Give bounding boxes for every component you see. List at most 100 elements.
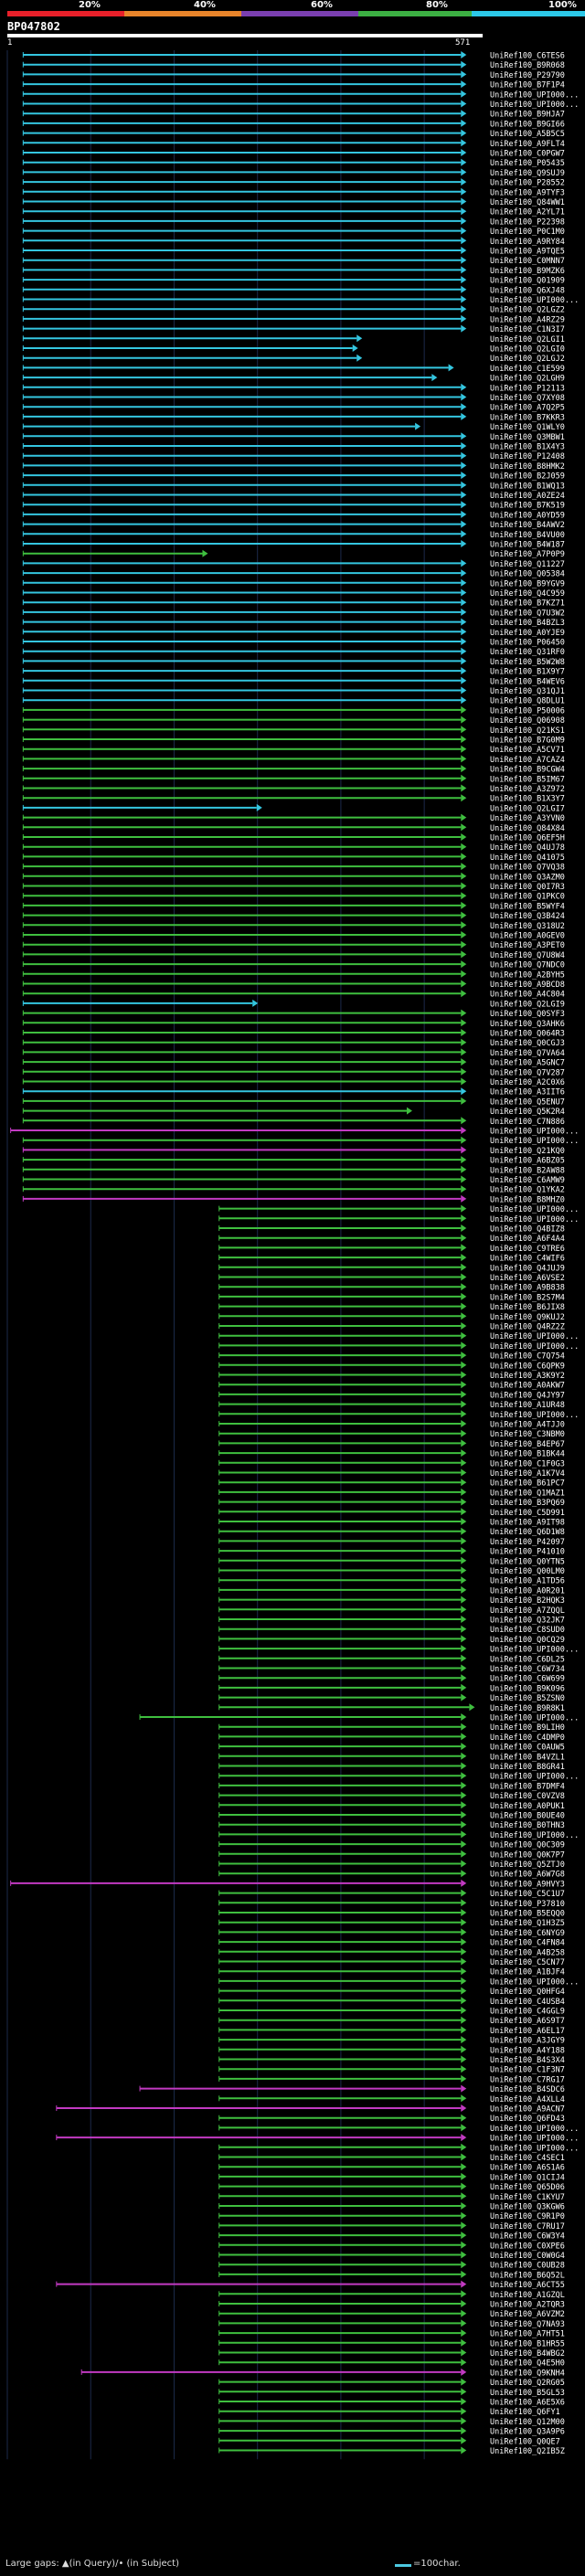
hit-label[interactable]: UniRef100_A0R201 [490, 1586, 565, 1595]
hit-label[interactable]: UniRef100_UPI000... [490, 2135, 579, 2144]
hit-label[interactable]: UniRef100_B8MHZ0 [490, 1195, 565, 1204]
hit-label[interactable]: UniRef100_C5CN77 [490, 1958, 565, 1967]
hit-label[interactable]: UniRef100_A5GNC7 [490, 1059, 565, 1068]
hit-label[interactable]: UniRef100_Q65D06 [490, 2183, 565, 2192]
hit-label[interactable]: UniRef100_C6TES6 [490, 52, 565, 61]
hit-label[interactable]: UniRef100_B1X4Y3 [490, 443, 565, 452]
hit-label[interactable]: UniRef100_C0UB28 [490, 2262, 565, 2271]
hit-label[interactable]: UniRef100_A3IIT6 [490, 1088, 565, 1097]
hit-label[interactable]: UniRef100_C0VZV8 [490, 1792, 565, 1801]
hit-label[interactable]: UniRef100_B1X9Y7 [490, 668, 565, 677]
hit-label[interactable]: UniRef100_UPI000... [490, 1646, 579, 1655]
hit-label[interactable]: UniRef100_C1E599 [490, 365, 565, 374]
hit-label[interactable]: UniRef100_Q0HFG4 [490, 1988, 565, 1997]
hit-label[interactable]: UniRef100_A6VSE2 [490, 1274, 565, 1283]
hit-label[interactable]: UniRef100_P22398 [490, 217, 565, 227]
hit-label[interactable]: UniRef100_A0GEV0 [490, 932, 565, 941]
hit-label[interactable]: UniRef100_Q2LGI0 [490, 345, 565, 355]
hit-label[interactable]: UniRef100_Q31QJ1 [490, 687, 565, 696]
hit-label[interactable]: UniRef100_C6QPK9 [490, 1362, 565, 1371]
hit-label[interactable]: UniRef100_B1HR55 [490, 2339, 565, 2348]
hit-label[interactable]: UniRef100_A2BYH5 [490, 970, 565, 980]
hit-label[interactable]: UniRef100_A4XLL4 [490, 2095, 565, 2104]
hit-label[interactable]: UniRef100_B1WQ13 [490, 482, 565, 491]
hit-label[interactable]: UniRef100_Q7VA64 [490, 1049, 565, 1058]
hit-label[interactable]: UniRef100_Q9KUJ2 [490, 1313, 565, 1322]
hit-label[interactable]: UniRef100_C4WIF6 [490, 1255, 565, 1264]
hit-label[interactable]: UniRef100_UPI000... [490, 1977, 579, 1987]
hit-label[interactable]: UniRef100_B4S3X4 [490, 2056, 565, 2065]
hit-label[interactable]: UniRef100_Q064R3 [490, 1030, 565, 1039]
hit-label[interactable]: UniRef100_UPI000... [490, 1215, 579, 1224]
hit-label[interactable]: UniRef100_A3PET0 [490, 941, 565, 950]
hit-label[interactable]: UniRef100_B1BK44 [490, 1450, 565, 1459]
hit-label[interactable]: UniRef100_B4W187 [490, 541, 565, 550]
hit-label[interactable]: UniRef100_A3YVN0 [490, 814, 565, 823]
hit-label[interactable]: UniRef100_B61PC7 [490, 1479, 565, 1489]
hit-label[interactable]: UniRef100_Q1WLY0 [490, 423, 565, 432]
hit-label[interactable]: UniRef100_Q4JY97 [490, 1391, 565, 1400]
hit-label[interactable]: UniRef100_UPI000... [490, 2125, 579, 2134]
hit-label[interactable]: UniRef100_C7RU17 [490, 2222, 565, 2231]
hit-label[interactable]: UniRef100_B9R068 [490, 61, 565, 70]
hit-label[interactable]: UniRef100_C0PGW7 [490, 150, 565, 159]
hit-label[interactable]: UniRef100_B3PQ69 [490, 1499, 565, 1508]
hit-label[interactable]: UniRef100_A9BCD8 [490, 981, 565, 990]
hit-label[interactable]: UniRef100_A3Z972 [490, 785, 565, 794]
hit-label[interactable]: UniRef100_Q2LGJ2 [490, 355, 565, 364]
hit-label[interactable]: UniRef100_A1BJF4 [490, 1968, 565, 1977]
hit-label[interactable]: UniRef100_B9R8K1 [490, 1704, 565, 1713]
hit-label[interactable]: UniRef100_Q0C309 [490, 1841, 565, 1850]
hit-label[interactable]: UniRef100_C5D991 [490, 1509, 565, 1518]
hit-label[interactable]: UniRef100_A7Q2P5 [490, 404, 565, 413]
hit-label[interactable]: UniRef100_Q1CIJ4 [490, 2173, 565, 2182]
hit-label[interactable]: UniRef100_Q12M00 [490, 2418, 565, 2427]
hit-label[interactable]: UniRef100_B5W2W8 [490, 658, 565, 667]
hit-label[interactable]: UniRef100_A9TYF3 [490, 188, 565, 197]
hit-label[interactable]: UniRef100_Q4RZ2Z [490, 1323, 565, 1332]
hit-label[interactable]: UniRef100_A4C804 [490, 991, 565, 1000]
hit-label[interactable]: UniRef100_B7KKR3 [490, 413, 565, 422]
hit-label[interactable]: UniRef100_B5IM67 [490, 775, 565, 784]
hit-label[interactable]: UniRef100_Q2LGZ2 [490, 306, 565, 315]
hit-label[interactable]: UniRef100_Q3AZM0 [490, 873, 565, 882]
hit-label[interactable]: UniRef100_A9B838 [490, 1284, 565, 1293]
hit-label[interactable]: UniRef100_A6F4A4 [490, 1235, 565, 1244]
hit-label[interactable]: UniRef100_A0ZE24 [490, 492, 565, 501]
hit-label[interactable]: UniRef100_Q4JUJ9 [490, 1264, 565, 1273]
hit-label[interactable]: UniRef100_Q7NA93 [490, 2320, 565, 2329]
hit-label[interactable]: UniRef100_A9RY84 [490, 238, 565, 247]
hit-label[interactable]: UniRef100_A3JGY9 [490, 2037, 565, 2046]
hit-label[interactable]: UniRef100_Q2LGI9 [490, 1000, 565, 1009]
hit-label[interactable]: UniRef100_C1KYU7 [490, 2193, 565, 2202]
hit-label[interactable]: UniRef100_A3K9Y2 [490, 1372, 565, 1381]
hit-label[interactable]: UniRef100_A0PUK1 [490, 1802, 565, 1811]
hit-label[interactable]: UniRef100_C7Q754 [490, 1352, 565, 1362]
hit-label[interactable]: UniRef100_A9HVY3 [490, 1880, 565, 1889]
hit-label[interactable]: UniRef100_UPI000... [490, 1137, 579, 1146]
hit-label[interactable]: UniRef100_A7HT51 [490, 2330, 565, 2339]
hit-label[interactable]: UniRef100_C9R1P0 [490, 2212, 565, 2221]
hit-label[interactable]: UniRef100_B9K096 [490, 1684, 565, 1693]
hit-label[interactable]: UniRef100_C4DMP0 [490, 1733, 565, 1743]
hit-label[interactable]: UniRef100_B9GI66 [490, 120, 565, 129]
hit-label[interactable]: UniRef100_Q7V287 [490, 1068, 565, 1077]
hit-label[interactable]: UniRef100_UPI000... [490, 296, 579, 305]
hit-label[interactable]: UniRef100_A5CV71 [490, 746, 565, 755]
hit-label[interactable]: UniRef100_Q3MBW1 [490, 433, 565, 442]
hit-label[interactable]: UniRef100_Q2LGI7 [490, 804, 565, 813]
hit-label[interactable]: UniRef100_P12113 [490, 384, 565, 393]
hit-label[interactable]: UniRef100_Q7U3W2 [490, 609, 565, 618]
hit-label[interactable]: UniRef100_Q0CGJ3 [490, 1039, 565, 1048]
hit-label[interactable]: UniRef100_Q0K7P7 [490, 1850, 565, 1860]
hit-label[interactable]: UniRef100_B9LIH0 [490, 1723, 565, 1733]
hit-label[interactable]: UniRef100_A1K7V4 [490, 1469, 565, 1479]
hit-label[interactable]: UniRef100_A0AKW7 [490, 1382, 565, 1391]
hit-label[interactable]: UniRef100_Q2LGI1 [490, 335, 565, 345]
hit-label[interactable]: UniRef100_Q0QE7 [490, 2437, 560, 2446]
hit-label[interactable]: UniRef100_Q21KQ0 [490, 1147, 565, 1156]
hit-label[interactable]: UniRef100_Q2LGH9 [490, 375, 565, 384]
hit-label[interactable]: UniRef100_Q05384 [490, 570, 565, 579]
hit-label[interactable]: UniRef100_B5GL53 [490, 2389, 565, 2398]
hit-label[interactable]: UniRef100_C0MNN7 [490, 257, 565, 266]
